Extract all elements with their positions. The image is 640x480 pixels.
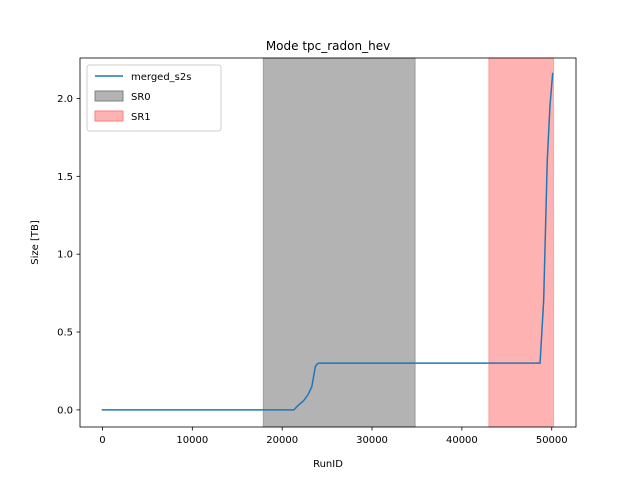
plot-frame xyxy=(79,57,577,428)
x-tick-label: 10000 xyxy=(176,435,208,446)
x-tick-label: 0 xyxy=(99,435,105,446)
chart-title: Mode tpc_radon_hev xyxy=(266,39,390,53)
y-axis-title: Size [TB] xyxy=(30,220,41,265)
y-tick-label: 0.5 xyxy=(57,328,73,339)
x-tick-label: 40000 xyxy=(446,435,478,446)
span-sr0 xyxy=(262,57,416,428)
x-tick-label: 30000 xyxy=(356,435,388,446)
series-lines xyxy=(101,72,554,411)
legend-label: merged_s2s xyxy=(131,72,191,83)
y-tick-label: 1.0 xyxy=(57,250,73,261)
legend-swatch-sr0 xyxy=(94,90,124,102)
legend-label: SR0 xyxy=(131,92,151,103)
x-axis-title: RunID xyxy=(313,459,343,470)
y-tick-label: 2.0 xyxy=(57,94,73,105)
x-axis-ticks: 0 10000 20000 30000 40000 50000 xyxy=(99,427,568,446)
x-tick-label: 50000 xyxy=(536,435,568,446)
legend-label: SR1 xyxy=(131,112,151,123)
y-tick-label: 1.5 xyxy=(57,172,73,183)
x-tick-label: 20000 xyxy=(266,435,298,446)
legend: merged_s2s SR0 SR1 xyxy=(86,64,222,132)
y-axis-ticks: 0.0 0.5 1.0 1.5 2.0 xyxy=(57,94,80,416)
span-sr1 xyxy=(488,57,555,428)
y-tick-label: 0.0 xyxy=(57,405,73,416)
legend-swatch-sr1 xyxy=(94,110,124,122)
highlight-spans xyxy=(262,57,555,428)
series-line-merged_s2s xyxy=(101,72,554,411)
